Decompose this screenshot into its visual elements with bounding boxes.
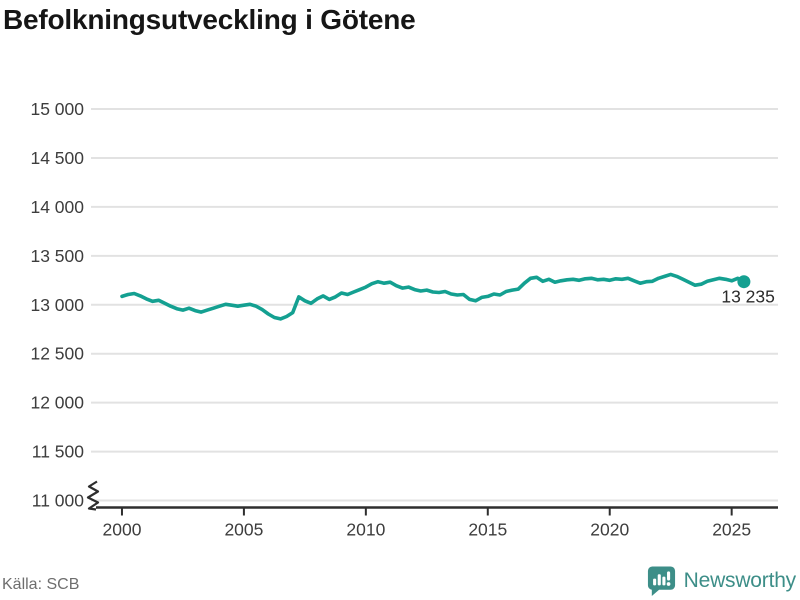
x-axis-label: 2010 <box>346 520 385 540</box>
population-line <box>120 272 746 321</box>
newsworthy-logo[interactable]: Newsworthy <box>646 565 796 597</box>
x-axis-label: 2015 <box>468 520 507 540</box>
y-axis-label: 14 000 <box>30 197 84 217</box>
y-axis-label: 12 000 <box>30 393 84 413</box>
chart-title: Befolkningsutveckling i Götene <box>3 4 416 35</box>
y-axis-label: 12 500 <box>30 344 84 364</box>
newsworthy-speech-bubble-icon <box>647 566 675 597</box>
source-label: Källa: SCB <box>2 576 80 593</box>
x-axis-label: 2020 <box>590 520 629 540</box>
y-axis-label: 15 000 <box>30 99 84 119</box>
newsworthy-wordmark: Newsworthy <box>683 569 797 592</box>
end-point-marker <box>737 275 751 289</box>
x-axis-label: 2000 <box>103 520 142 540</box>
x-axis-label: 2025 <box>712 520 751 540</box>
x-axis-label: 2005 <box>224 520 263 540</box>
y-axis-label: 14 500 <box>30 148 84 168</box>
y-axis-label: 13 000 <box>30 295 84 315</box>
y-axis-label: 13 500 <box>30 246 84 266</box>
end-value-label: 13 235 <box>721 287 775 307</box>
axis-break-icon <box>86 480 100 511</box>
y-axis-label: 11 000 <box>32 491 84 511</box>
y-axis-label: 11 500 <box>32 442 84 462</box>
